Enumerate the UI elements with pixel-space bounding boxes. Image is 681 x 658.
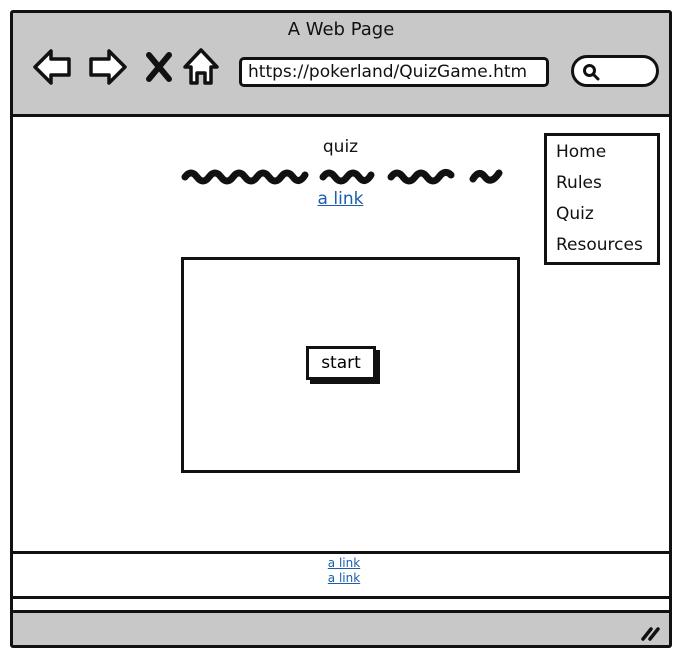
home-button[interactable] xyxy=(181,45,221,89)
close-x-icon xyxy=(146,52,172,82)
window-title: A Web Page xyxy=(287,19,395,40)
page-title: quiz xyxy=(322,137,359,157)
search-icon xyxy=(583,64,600,81)
browser-toolbar: A Web Page https://pokerland/QuizGame.ht… xyxy=(13,13,669,117)
menu-item-rules[interactable]: Rules xyxy=(556,173,602,193)
footer-link-1[interactable]: a link xyxy=(327,556,361,570)
back-button[interactable] xyxy=(31,45,75,89)
status-bar xyxy=(13,610,669,645)
forward-button[interactable] xyxy=(85,45,129,89)
scribbled-text-placeholder xyxy=(181,168,503,185)
menu-item-quiz[interactable]: Quiz xyxy=(556,204,594,224)
top-link-container: a link xyxy=(173,189,508,209)
stop-button[interactable] xyxy=(141,45,177,89)
forward-arrow-icon xyxy=(89,49,127,85)
quiz-panel: start xyxy=(181,257,520,473)
home-icon xyxy=(183,48,219,85)
browser-window: A Web Page https://pokerland/QuizGame.ht… xyxy=(10,10,672,648)
menu-item-home[interactable]: Home xyxy=(556,142,607,162)
menu-item-resources[interactable]: Resources xyxy=(556,235,643,255)
search-input[interactable] xyxy=(571,55,659,87)
page-content: quiz a link Home Rules Quiz Resources st… xyxy=(13,117,669,551)
resize-grip-icon[interactable] xyxy=(639,623,661,641)
address-bar[interactable]: https://pokerland/QuizGame.htm xyxy=(239,57,549,87)
start-button[interactable]: start xyxy=(306,346,376,380)
top-link[interactable]: a link xyxy=(317,189,364,209)
back-arrow-icon xyxy=(33,49,71,85)
page-footer: a link a link xyxy=(13,551,669,599)
footer-link-2[interactable]: a link xyxy=(327,571,361,585)
side-menu: Home Rules Quiz Resources xyxy=(544,133,660,265)
